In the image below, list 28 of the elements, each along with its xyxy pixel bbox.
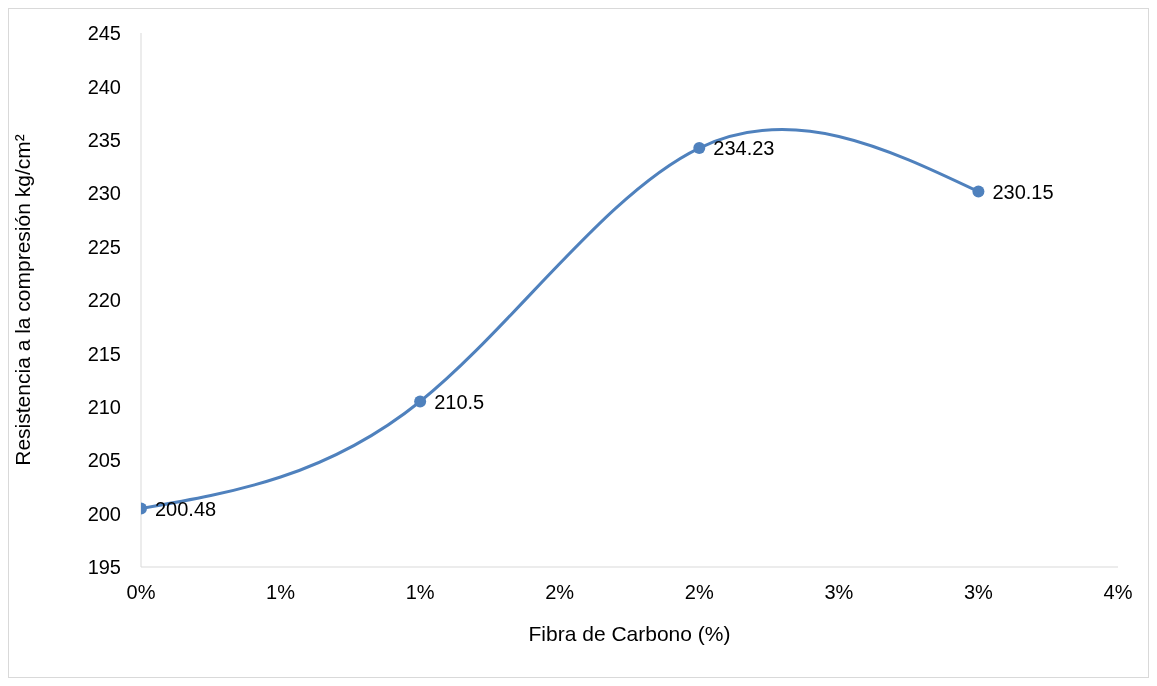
x-tick-label: 4%: [1103, 581, 1133, 604]
x-tick-label: 3%: [824, 581, 854, 604]
y-tick-label: 245: [87, 22, 121, 45]
y-tick-label: 200: [87, 502, 121, 525]
x-tick-label: 1%: [266, 581, 296, 604]
x-tick-label: 0%: [126, 581, 156, 604]
y-tick-label: 220: [87, 289, 121, 312]
y-tick-label: 215: [87, 342, 121, 365]
data-label: 210.5: [434, 390, 485, 413]
data-label: 234.23: [713, 137, 775, 160]
y-tick-label: 195: [87, 556, 121, 579]
y-tick-label: 205: [87, 449, 121, 472]
x-axis-title: Fibra de Carbono (%): [528, 622, 731, 645]
data-label: 200.48: [155, 497, 217, 520]
y-tick-label: 235: [87, 128, 121, 151]
x-tick-label: 3%: [963, 581, 994, 604]
point: [414, 395, 427, 408]
data-label: 230.15: [992, 180, 1054, 203]
point: [972, 185, 985, 198]
y-tick-label: 230: [87, 182, 121, 205]
x-tick-label: 2%: [545, 581, 575, 604]
y-tick-label: 210: [87, 395, 121, 418]
y-tick-label: 225: [87, 235, 121, 258]
y-tick-label: 240: [87, 75, 121, 98]
x-tick-label: 1%: [405, 581, 435, 604]
y-axis-title: Resistencia a la compresión kg/cm²: [11, 134, 35, 466]
x-tick-label: 2%: [684, 581, 714, 604]
point: [693, 142, 706, 155]
